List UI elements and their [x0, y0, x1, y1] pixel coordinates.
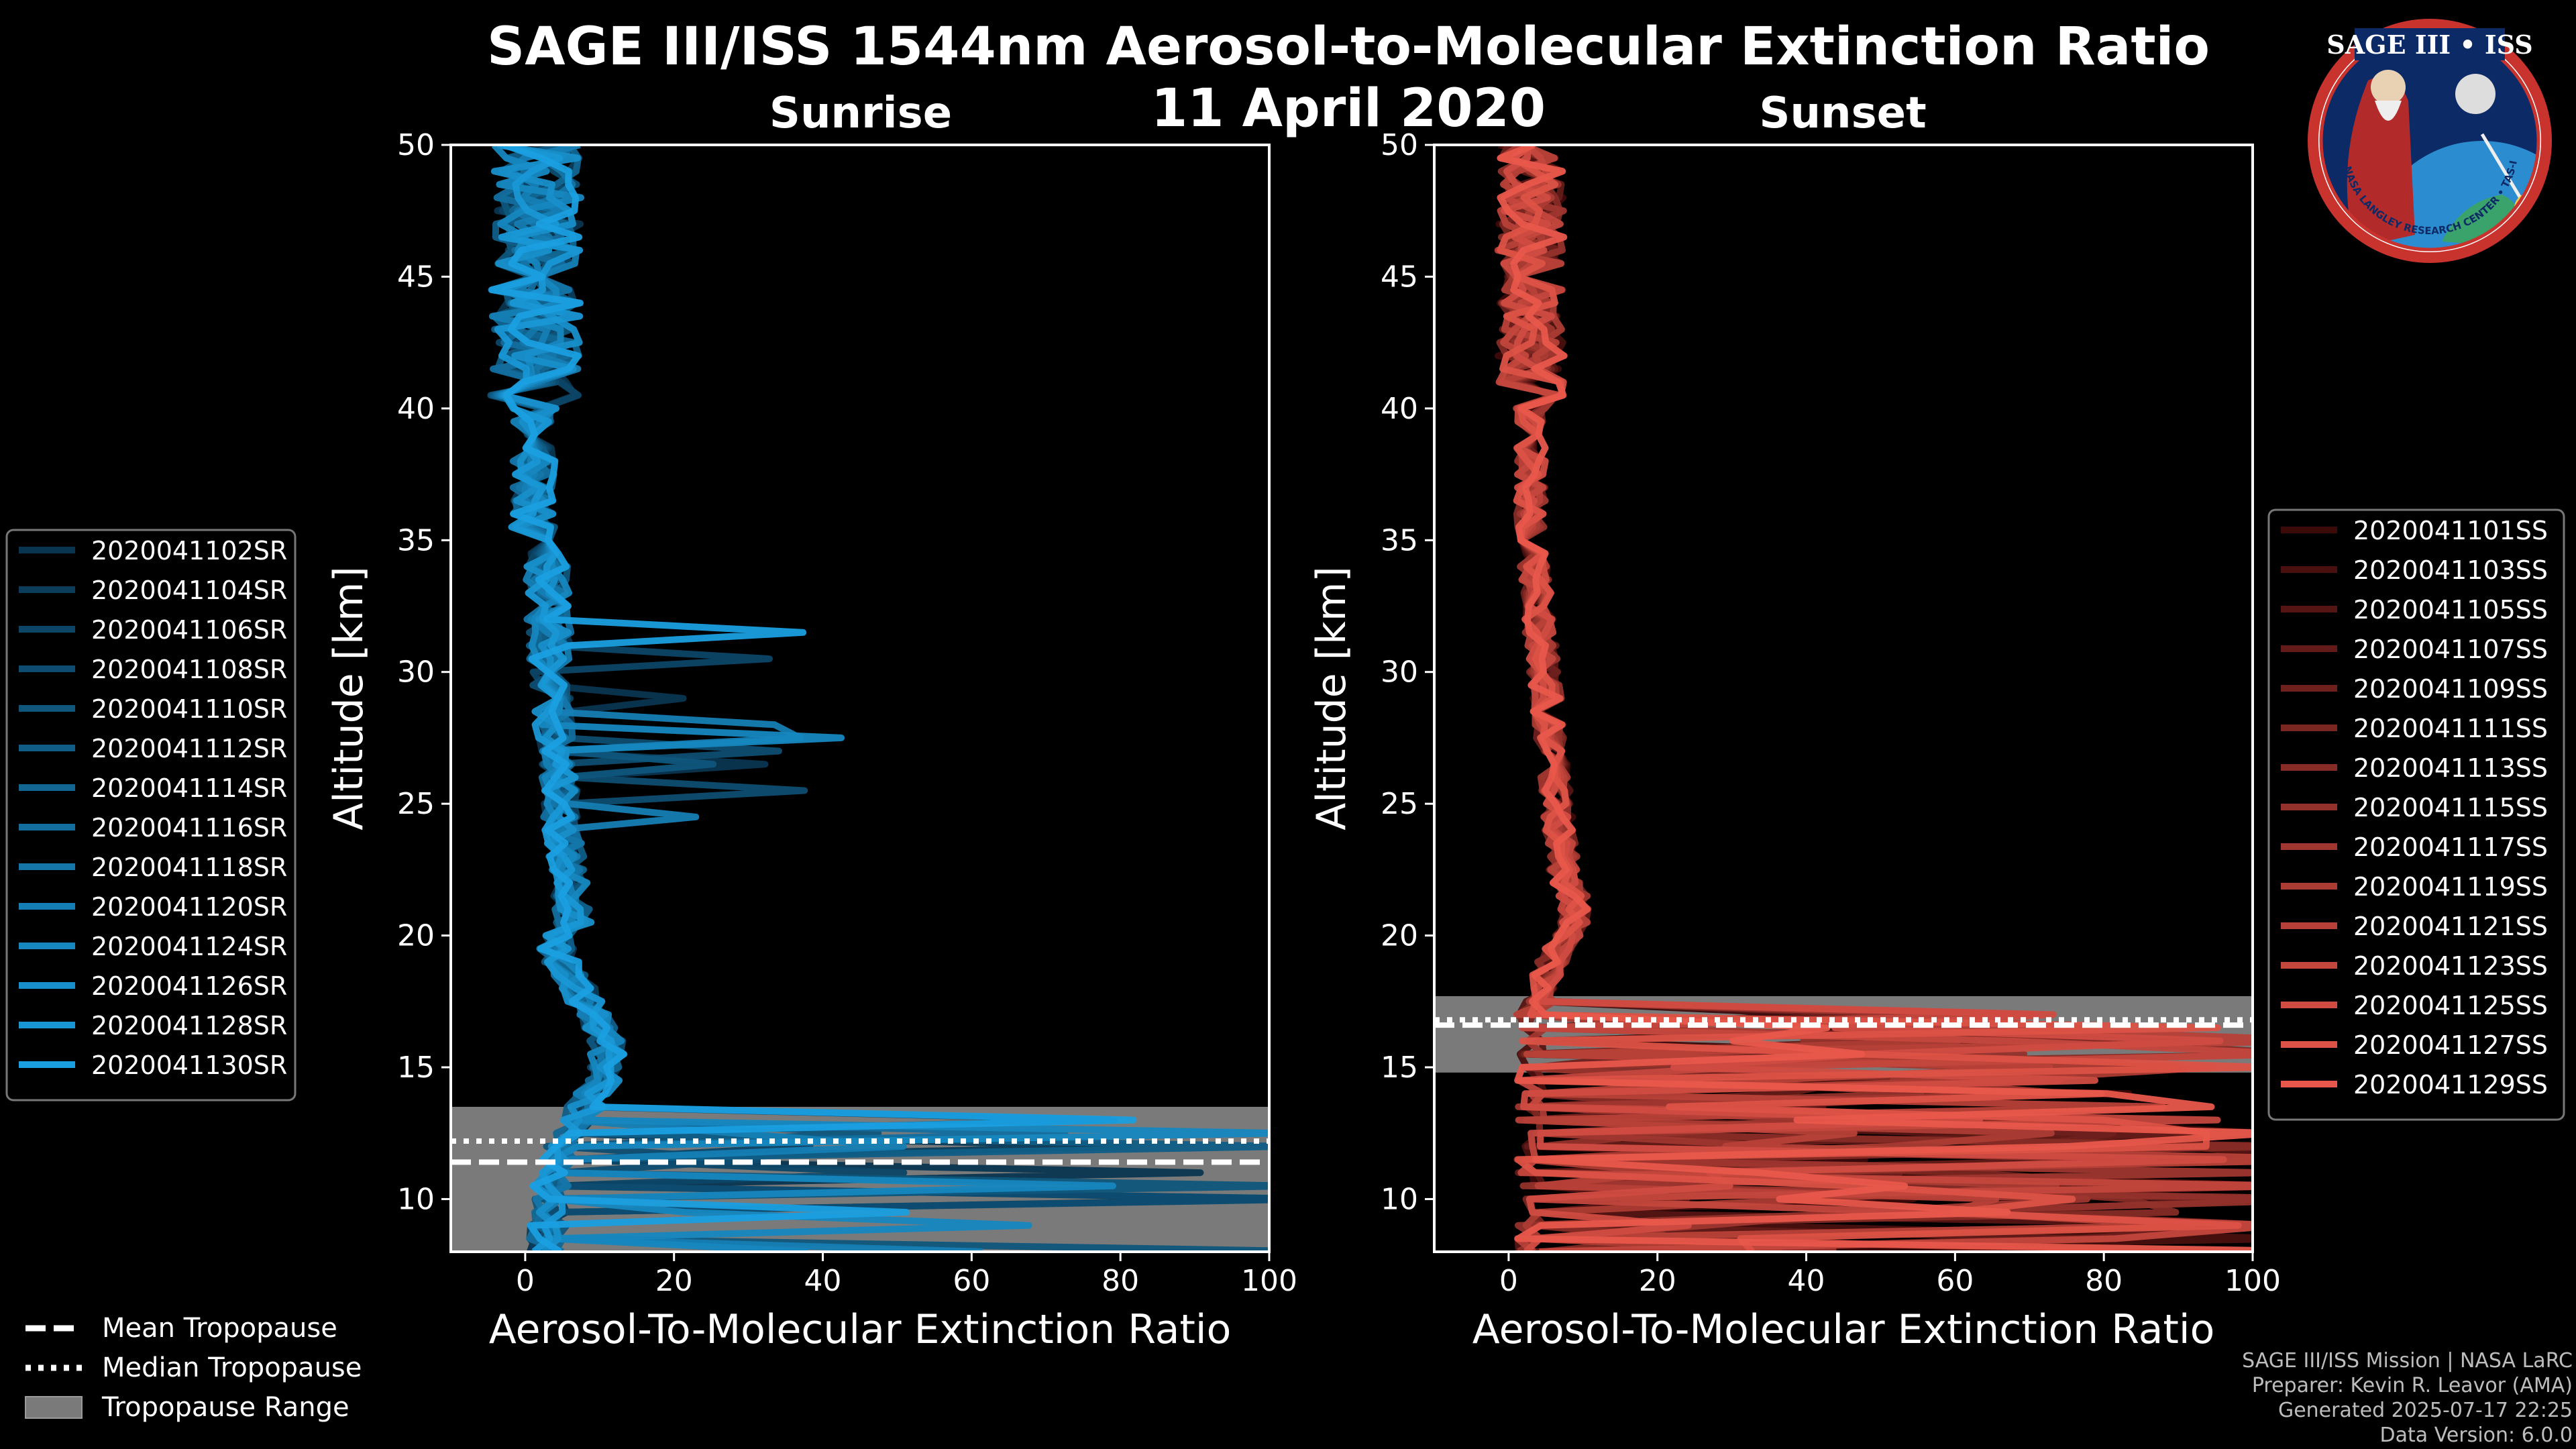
sunrise-xtick-label: 80 — [1102, 1264, 1139, 1298]
footer-preparer: Preparer: Kevin R. Leavor (AMA) — [2252, 1374, 2573, 1397]
sunrise-ytick-label: 45 — [397, 260, 435, 294]
tropopause-legend: Mean Tropopause Median Tropopause Tropop… — [25, 1313, 362, 1423]
sunset-legend-label: 2020041105SS — [2353, 595, 2548, 625]
sunrise-legend-label: 2020041102SR — [91, 536, 287, 566]
sunset-xtick-label: 80 — [2085, 1264, 2123, 1298]
sunrise-chart: 0 20 40 60 80 100 10 15 20 25 30 35 40 45 50 Aerosol-To… — [325, 128, 1297, 1353]
sunset-ytick-label: 20 — [1381, 919, 1418, 953]
mean-tropopause-legend-label: Mean Tropopause — [102, 1313, 337, 1344]
sunset-legend-label: 2020041129SS — [2353, 1070, 2548, 1099]
sunset-legend-label: 2020041115SS — [2353, 793, 2548, 822]
sunrise-legend-label: 2020041130SR — [91, 1051, 287, 1080]
sunset-series-2020041125SS — [1500, 145, 2227, 1252]
sunset-chart: 0 20 40 60 80 100 10 15 20 25 30 35 40 45 50 Aerosol-To… — [1308, 128, 2281, 1353]
footer-mission: SAGE III/ISS Mission | NASA LaRC — [2242, 1349, 2573, 1373]
median-tropopause-legend-label: Median Tropopause — [102, 1352, 362, 1383]
sunset-ytick-label: 15 — [1381, 1051, 1418, 1085]
sunset-ytick-label: 50 — [1381, 128, 1418, 162]
sunset-xaxis-label: Aerosol-To-Molecular Extinction Ratio — [1472, 1306, 2215, 1353]
sunrise-xaxis-label: Aerosol-To-Molecular Extinction Ratio — [489, 1306, 1232, 1353]
sunrise-series-2020041130SR — [488, 145, 1137, 1252]
sunrise-ytick-label: 35 — [397, 523, 435, 557]
sunset-legend-label: 2020041111SS — [2353, 714, 2548, 743]
sunset-xtick-label: 20 — [1639, 1264, 1676, 1298]
sunset-axes-frame — [1433, 144, 2254, 1253]
figure-date: 11 April 2020 — [1151, 78, 1546, 139]
sunrise-ytick-label: 15 — [397, 1051, 435, 1085]
sunset-legend-label: 2020041107SS — [2353, 635, 2548, 664]
tropopause-range-legend-swatch — [25, 1396, 83, 1419]
sunset-panel-title: Sunset — [1759, 89, 1926, 138]
sunset-legend: 2020041101SS 2020041103SS 2020041105SS 2020… — [2267, 508, 2565, 1121]
sunset-xtick-label: 40 — [1788, 1264, 1825, 1298]
sunset-ytick-label: 35 — [1381, 523, 1418, 557]
sunset-legend-label: 2020041117SS — [2353, 833, 2548, 862]
sunrise-axes-frame — [449, 144, 1271, 1253]
logo-mission-name: SAGE III • ISS — [2326, 30, 2532, 60]
footer-credits: SAGE III/ISS Mission | NASA LaRC Prepare… — [2242, 1349, 2573, 1447]
sunset-xtick-label: 100 — [2224, 1264, 2281, 1298]
sunrise-legend-label: 2020041106SR — [91, 615, 287, 645]
sunrise-legend-label: 2020041120SR — [91, 892, 287, 922]
sunrise-xtick-label: 100 — [1241, 1264, 1297, 1298]
sunrise-ytick-label: 40 — [397, 392, 435, 426]
sunrise-legend-label: 2020041104SR — [91, 576, 287, 605]
sunrise-legend: 2020041102SR 2020041104SR 2020041106SR 2020… — [5, 529, 297, 1102]
sunset-ytick-label: 30 — [1381, 655, 1418, 690]
sunset-ytick-label: 25 — [1381, 787, 1418, 821]
sunset-ytick-label: 40 — [1381, 392, 1418, 426]
sunset-legend-label: 2020041109SS — [2353, 674, 2548, 704]
sunrise-legend-label: 2020041116SR — [91, 813, 287, 843]
sunset-legend-label: 2020041127SS — [2353, 1030, 2548, 1060]
sunset-legend-label: 2020041101SS — [2353, 516, 2548, 545]
sunset-legend-label: 2020041123SS — [2353, 951, 2548, 981]
sunrise-legend-label: 2020041112SR — [91, 734, 287, 763]
sunset-series-2020041127SS — [1497, 145, 2253, 1252]
tropopause-range-legend-label: Tropopause Range — [101, 1392, 350, 1423]
sunrise-legend-label: 2020041128SR — [91, 1011, 287, 1040]
sunrise-ytick-label: 30 — [397, 655, 435, 690]
sunset-ytick-label: 10 — [1381, 1182, 1418, 1216]
sunrise-legend-label: 2020041126SR — [91, 971, 287, 1001]
sunset-xtick-label: 60 — [1936, 1264, 1974, 1298]
sunrise-series-group — [487, 145, 1269, 1252]
sunset-legend-box — [2267, 508, 2565, 1121]
sunrise-yaxis-label: Altitude [km] — [325, 566, 372, 830]
sunset-series-2020041129SS — [1497, 145, 2253, 1252]
sunrise-panel-title: Sunrise — [769, 89, 952, 138]
figure-title: SAGE III/ISS 1544nm Aerosol-to-Molecular… — [487, 17, 2210, 77]
sunrise-xtick-label: 20 — [655, 1264, 693, 1298]
sunset-legend-label: 2020041113SS — [2353, 753, 2548, 783]
sunrise-xtick-label: 40 — [804, 1264, 842, 1298]
sunrise-legend-label: 2020041108SR — [91, 655, 287, 684]
sunset-legend-label: 2020041119SS — [2353, 872, 2548, 902]
sunrise-legend-label: 2020041114SR — [91, 773, 287, 803]
sunrise-legend-label: 2020041110SR — [91, 694, 287, 724]
sunrise-ytick-label: 10 — [397, 1182, 435, 1216]
sunset-legend-label: 2020041121SS — [2353, 912, 2548, 941]
sunrise-xtick-label: 0 — [516, 1264, 535, 1298]
sunrise-legend-box — [5, 529, 297, 1102]
sunrise-ytick-label: 20 — [397, 919, 435, 953]
footer-generated: Generated 2025-07-17 22:25 — [2278, 1399, 2573, 1422]
sunrise-legend-label: 2020041124SR — [91, 932, 287, 961]
sunset-series-group — [1494, 145, 2253, 1252]
sunrise-ytick-label: 50 — [397, 128, 435, 162]
sunset-xtick-label: 0 — [1499, 1264, 1518, 1298]
sunset-legend-label: 2020041125SS — [2353, 991, 2548, 1020]
footer-data-version: Data Version: 6.0.0 — [2380, 1424, 2573, 1447]
sunrise-legend-label: 2020041118SR — [91, 853, 287, 882]
sunrise-xtick-label: 60 — [953, 1264, 990, 1298]
sunset-legend-label: 2020041103SS — [2353, 555, 2548, 585]
sunrise-ytick-label: 25 — [397, 787, 435, 821]
sunset-yaxis-label: Altitude [km] — [1308, 566, 1355, 830]
sunset-ytick-label: 45 — [1381, 260, 1418, 294]
